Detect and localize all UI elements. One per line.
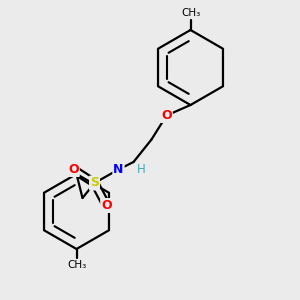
Text: CH₃: CH₃ [67, 260, 86, 269]
Text: S: S [90, 176, 99, 190]
Text: N: N [113, 163, 124, 176]
Text: CH₃: CH₃ [181, 8, 200, 18]
Text: O: O [68, 163, 79, 176]
Text: H: H [136, 163, 145, 176]
Text: O: O [161, 109, 172, 122]
Text: O: O [101, 199, 112, 212]
